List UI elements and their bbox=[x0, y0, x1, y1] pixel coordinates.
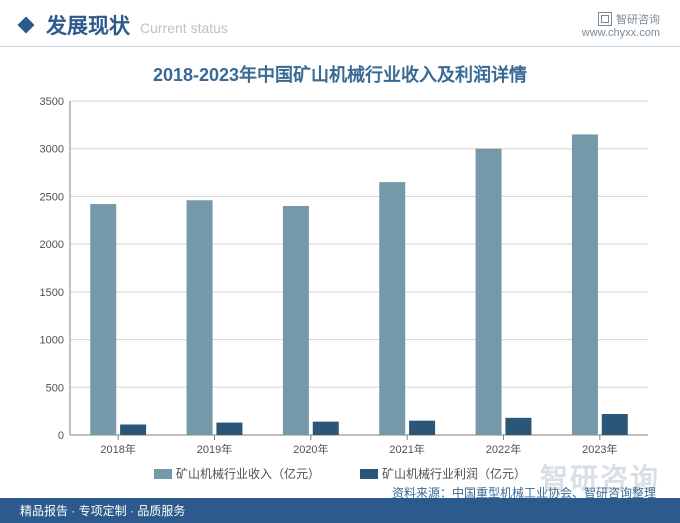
svg-text:0: 0 bbox=[58, 430, 64, 442]
footer-bar: 精品报告 · 专项定制 · 品质服务 bbox=[0, 498, 680, 523]
svg-text:500: 500 bbox=[46, 382, 64, 394]
legend-swatch bbox=[360, 469, 378, 479]
legend: 矿山机械行业收入（亿元） 矿山机械行业利润（亿元） bbox=[0, 465, 680, 482]
brand-logo-icon bbox=[598, 12, 612, 26]
svg-text:3500: 3500 bbox=[40, 96, 64, 108]
svg-text:2019年: 2019年 bbox=[197, 442, 232, 456]
svg-text:2022年: 2022年 bbox=[486, 442, 521, 456]
legend-item: 矿山机械行业利润（亿元） bbox=[360, 465, 526, 482]
svg-text:1000: 1000 bbox=[40, 335, 64, 347]
bar-chart-svg: 0 500 1000 1500 2000 2500 3000 3500 2018年 2019年 20… bbox=[20, 93, 660, 463]
header-title-en: Current status bbox=[140, 20, 228, 36]
legend-label: 矿山机械行业利润（亿元） bbox=[382, 465, 526, 482]
header-bar: 发展现状 Current status 智研咨询 www.chyxx.com bbox=[0, 0, 680, 47]
svg-text:2500: 2500 bbox=[40, 191, 64, 203]
svg-text:2021年: 2021年 bbox=[389, 442, 424, 456]
svg-text:2000: 2000 bbox=[40, 239, 64, 251]
legend-label: 矿山机械行业收入（亿元） bbox=[176, 465, 320, 482]
header-title-cn: 发展现状 bbox=[46, 10, 130, 40]
chart-title: 2018-2023年中国矿山机械行业收入及利润详情 bbox=[0, 61, 680, 87]
header-left: 发展现状 Current status bbox=[20, 10, 228, 40]
svg-text:1500: 1500 bbox=[40, 287, 64, 299]
svg-text:2023年: 2023年 bbox=[582, 442, 617, 456]
svg-text:2018年: 2018年 bbox=[100, 442, 135, 456]
legend-item: 矿山机械行业收入（亿元） bbox=[154, 465, 320, 482]
chart-area: 0 500 1000 1500 2000 2500 3000 3500 2018年 2019年 20… bbox=[20, 93, 660, 463]
brand-website: www.chyxx.com bbox=[582, 27, 660, 39]
legend-swatch bbox=[154, 469, 172, 479]
diamond-icon bbox=[18, 17, 35, 34]
svg-text:2020年: 2020年 bbox=[293, 442, 328, 456]
header-right: 智研咨询 www.chyxx.com bbox=[582, 11, 660, 39]
svg-text:3000: 3000 bbox=[40, 144, 64, 156]
brand-name: 智研咨询 bbox=[616, 11, 660, 27]
